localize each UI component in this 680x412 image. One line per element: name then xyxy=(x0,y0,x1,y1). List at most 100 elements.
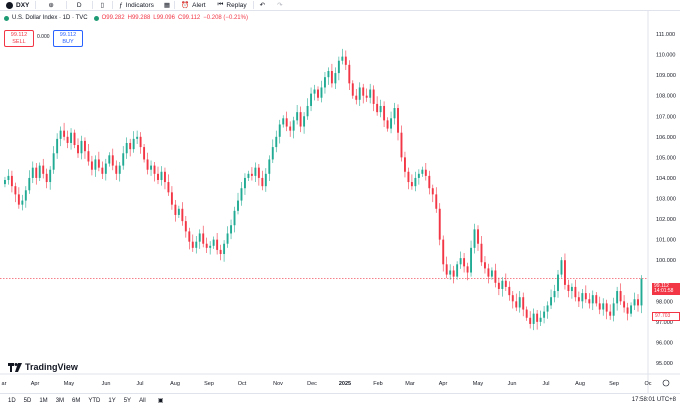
candle-body xyxy=(484,262,486,269)
range-ytd[interactable]: YTD xyxy=(88,397,101,404)
redo-button[interactable]: ↷ xyxy=(271,0,288,11)
time-tick-label: Dec xyxy=(307,381,317,387)
time-tick-label: Nov xyxy=(273,381,283,387)
replay-label: Replay xyxy=(226,1,247,9)
candle-body xyxy=(188,231,191,242)
candle-body xyxy=(143,147,146,160)
date-range-button[interactable]: ▣ xyxy=(154,397,168,404)
candle-body xyxy=(529,317,532,324)
compare-button[interactable]: ⊕ xyxy=(36,0,65,11)
price-tick-label: 103.000 xyxy=(656,197,676,203)
candle-body xyxy=(42,165,45,174)
tv-logo-icon xyxy=(8,362,22,372)
candle-body xyxy=(296,112,299,121)
candle-body xyxy=(518,297,521,308)
symbol-search[interactable]: DXY xyxy=(0,0,35,11)
candle-body xyxy=(591,295,594,304)
candle-body xyxy=(508,286,511,296)
market-open-icon xyxy=(93,15,99,21)
candle-body xyxy=(497,282,500,289)
candle-body xyxy=(24,190,27,201)
candle-body xyxy=(198,233,201,242)
candle-body xyxy=(522,297,525,310)
price-tick-label: 102.000 xyxy=(656,217,676,223)
candle-body xyxy=(623,301,626,308)
indicators-icon: ƒ xyxy=(119,1,123,9)
candle-body xyxy=(97,159,100,168)
candle-body xyxy=(560,260,563,275)
candle-body xyxy=(515,301,518,308)
chart-type-button[interactable]: ▯ xyxy=(93,0,113,11)
status-dot-icon xyxy=(4,15,9,21)
candle-body xyxy=(310,93,312,106)
alert-button[interactable]: ⏰ Alert xyxy=(175,0,211,11)
range-1d[interactable]: 1D xyxy=(8,397,16,404)
candle-body xyxy=(324,77,326,88)
candle-body xyxy=(292,120,295,131)
range-3m[interactable]: 3M xyxy=(55,397,65,404)
replay-button[interactable]: ⏮ Replay xyxy=(212,0,253,11)
price-tick-label: 108.000 xyxy=(656,94,676,100)
candle-body xyxy=(317,89,319,98)
candle-body xyxy=(219,249,222,255)
range-all[interactable]: All xyxy=(139,397,146,404)
sell-button[interactable]: 99.112 SELL xyxy=(4,30,34,47)
range-5d[interactable]: 5D xyxy=(23,397,32,404)
undo-button[interactable]: ↶ xyxy=(254,0,271,11)
range-5y[interactable]: 5Y xyxy=(123,397,132,404)
candle-body xyxy=(77,145,79,154)
candle-body xyxy=(532,313,535,324)
symbol-label: DXY xyxy=(16,1,30,9)
buy-button[interactable]: 99.112 BUY xyxy=(53,30,83,47)
candle-body xyxy=(577,297,580,302)
candle-body xyxy=(609,311,612,316)
candle-body xyxy=(80,140,83,154)
current-price-tag: 99.112 14:01:58 xyxy=(652,283,680,295)
range-6m[interactable]: 6M xyxy=(72,397,81,404)
time-tick-label: Sep xyxy=(204,381,214,387)
settings-gear-icon[interactable] xyxy=(662,379,670,387)
candle-body xyxy=(136,136,139,139)
candle-body xyxy=(289,126,292,131)
candle-body xyxy=(487,268,490,277)
candle-body xyxy=(115,165,118,174)
time-tick-label: Jun xyxy=(508,381,517,387)
chart-area[interactable]: 111.000 110.000 109.000 108.000 107.000 106.0… xyxy=(0,11,680,407)
candle-body xyxy=(164,171,166,183)
buy-price: 99.112 xyxy=(59,32,77,38)
indicators-button[interactable]: ƒ Indicators xyxy=(113,0,160,11)
candle-body xyxy=(101,167,104,174)
candle-body xyxy=(223,243,226,255)
candle-body xyxy=(581,293,584,302)
candle-body xyxy=(87,151,90,162)
candle-body xyxy=(640,278,643,306)
interval-button[interactable]: D xyxy=(67,0,92,11)
bottom-toolbar: 1D 5D 1M 3M 6M YTD 1Y 5Y All ▣ xyxy=(0,393,680,407)
range-1y[interactable]: 1Y xyxy=(108,397,116,404)
candle-body xyxy=(376,103,379,113)
candle-body xyxy=(240,188,243,201)
candle-body xyxy=(330,71,333,84)
legend-close: C99.112 xyxy=(178,15,201,21)
candle-body xyxy=(230,225,232,234)
range-1m[interactable]: 1M xyxy=(39,397,48,404)
price-tick-label: 107.000 xyxy=(656,114,676,120)
candle-body xyxy=(205,243,208,248)
price-chart[interactable]: 111.000 110.000 109.000 108.000 107.000 106.0… xyxy=(0,11,680,407)
candle-body xyxy=(390,118,392,129)
candle-body xyxy=(202,233,205,244)
candle-body xyxy=(393,108,396,119)
legend-change: −0.208 (−0.21%) xyxy=(203,15,248,21)
candle-body xyxy=(536,313,539,322)
divider xyxy=(91,1,93,9)
candle-body xyxy=(66,136,69,143)
candle-body xyxy=(414,177,417,187)
candle-body xyxy=(306,105,309,117)
price-tick-label: 96.000 xyxy=(656,340,673,346)
candle-body xyxy=(369,89,372,98)
layout-button[interactable]: ▦ xyxy=(160,0,174,11)
divider xyxy=(35,1,37,9)
candle-body xyxy=(35,167,38,178)
candle-body xyxy=(84,140,86,152)
price-tick-label: 101.000 xyxy=(656,238,676,244)
